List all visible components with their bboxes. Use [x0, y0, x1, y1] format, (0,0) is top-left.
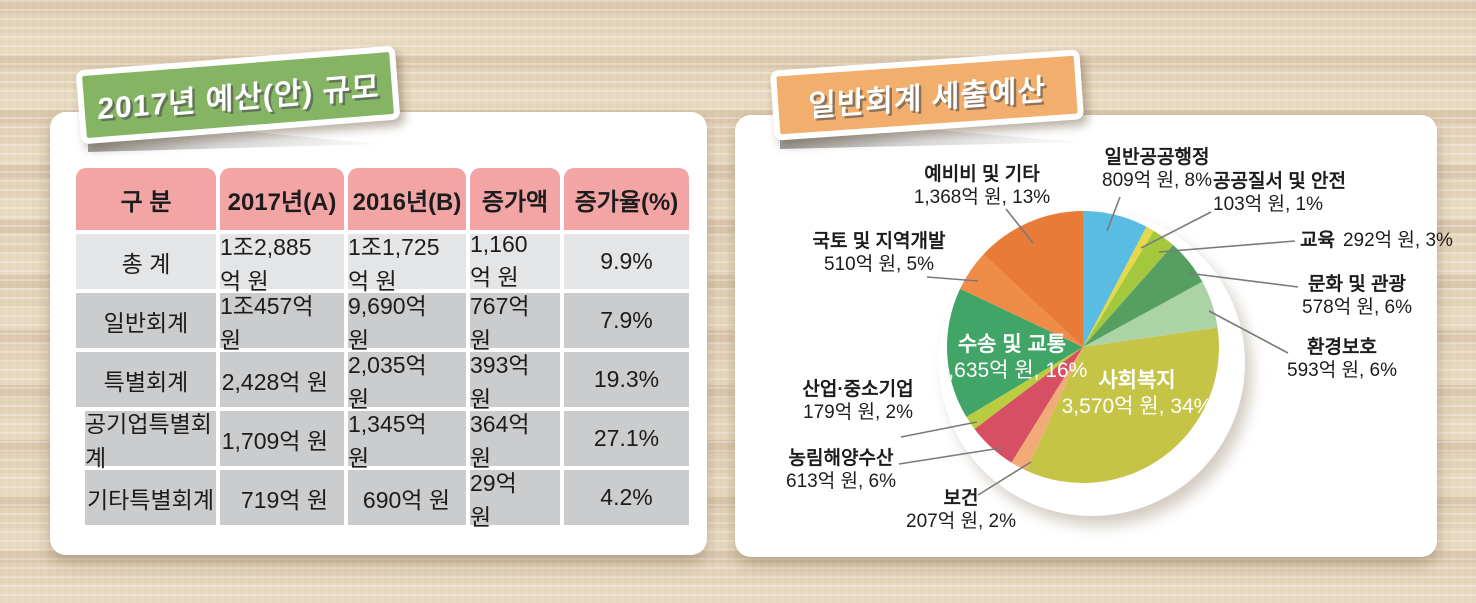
value-increase: 393억 원: [470, 352, 560, 412]
value-2016: 2,035억 원: [348, 352, 466, 412]
column-header: 증가율(%): [564, 168, 689, 230]
budget-table-card: 구 분 2017년(A) 2016년(B) 증가액 증가율(%) 총 계 1조2,885억 …: [50, 112, 707, 555]
expenditure-pie-chart: 일반공공행정 809억 원, 8% 공공질서 및 안전 103억 원, 1% 교육 292…: [735, 115, 1453, 557]
pie-svg: [898, 196, 1299, 526]
value-2017: 1조457억 원: [220, 293, 344, 353]
pie-slice: [1083, 230, 1174, 347]
pie-slice: [983, 211, 1083, 347]
pie-chart-card: 일반공공행정 809억 원, 8% 공공질서 및 안전 103억 원, 1% 교육 292…: [735, 115, 1453, 557]
budget-table: 구 분 2017년(A) 2016년(B) 증가액 증가율(%) 총 계 1조2,885억 …: [76, 168, 689, 530]
value-increase: 364억 원: [470, 411, 560, 471]
pie-slice: [1083, 245, 1203, 347]
callout-line: [898, 447, 1002, 465]
callout-line: [1208, 310, 1289, 354]
pie-slice: [966, 347, 1083, 430]
column-header: 2017년(A): [220, 168, 344, 230]
row-label: 총 계: [76, 234, 216, 289]
value-2016: 690억 원: [348, 470, 466, 525]
value-rate: 19.3%: [564, 352, 689, 407]
value-rate: 7.9%: [564, 293, 689, 348]
value-increase: 1,160억 원: [470, 231, 560, 290]
column-header: 2016년(B): [348, 168, 466, 230]
value-rate: 4.2%: [564, 470, 689, 525]
value-2017: 719억 원: [220, 470, 344, 525]
value-2017: 2,428억 원: [220, 352, 344, 407]
row-label: 기타특별회계: [76, 470, 216, 525]
value-2016: 9,690억 원: [348, 293, 466, 353]
pie-slice: [1083, 226, 1154, 347]
column-header: 증가액: [470, 168, 560, 230]
right-title: 일반회계 세출예산: [808, 73, 1046, 124]
pie-slice: [946, 288, 1083, 417]
value-2016: 1조1,725억 원: [348, 234, 466, 294]
pie-slice: [1011, 347, 1083, 471]
pie-slice: [960, 254, 1083, 347]
value-2016: 1,345억 원: [348, 411, 466, 471]
pie-slice: [974, 347, 1083, 463]
left-title: 2017년 예산(안) 규모: [96, 70, 380, 127]
pie-slice: [1083, 211, 1147, 347]
row-label: 공기업특별회계: [76, 411, 216, 471]
value-rate: 9.9%: [564, 234, 689, 289]
callout-line: [926, 276, 979, 282]
callout-line: [1140, 211, 1212, 249]
row-label: 특별회계: [76, 352, 216, 407]
value-rate: 27.1%: [564, 411, 689, 466]
column-header: 구 분: [76, 168, 216, 230]
callout-line: [1106, 196, 1121, 232]
value-increase: 767억 원: [470, 293, 560, 353]
row-label: 일반회계: [76, 293, 216, 348]
callout-line: [900, 421, 978, 438]
value-increase: 29억 원: [470, 470, 560, 530]
pie-slice: [1083, 281, 1218, 347]
callout-line: [1158, 240, 1296, 253]
callout-line: [1186, 272, 1299, 288]
callout-line: [977, 461, 1032, 496]
pie-slice: [1026, 327, 1220, 484]
callout-line: [1005, 208, 1034, 244]
value-2017: 1,709억 원: [220, 411, 344, 466]
value-2017: 1조2,885억 원: [220, 234, 344, 294]
